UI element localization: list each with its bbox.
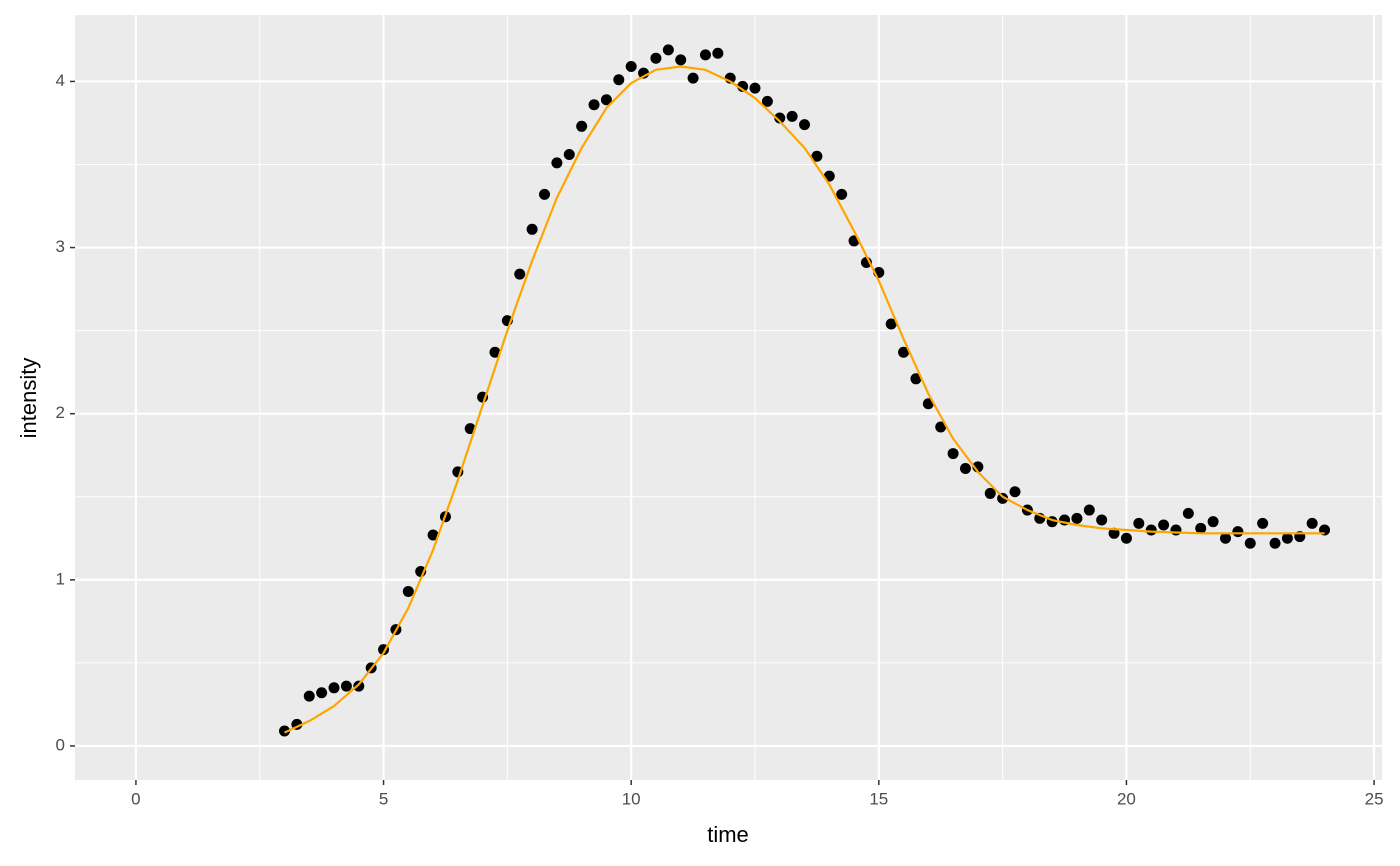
- point: [1120, 532, 1132, 544]
- point: [712, 47, 724, 59]
- point: [514, 268, 526, 280]
- point: [1096, 514, 1108, 526]
- x-tick-label: 0: [131, 789, 140, 808]
- point: [984, 487, 996, 499]
- point: [588, 99, 600, 111]
- point: [316, 687, 328, 699]
- panel: [75, 15, 1382, 780]
- point: [1133, 517, 1145, 529]
- point: [402, 585, 414, 597]
- y-tick-label: 2: [56, 403, 65, 422]
- x-tick-label: 20: [1117, 789, 1136, 808]
- y-tick-label: 0: [56, 735, 65, 754]
- point: [959, 463, 971, 475]
- point: [650, 52, 662, 64]
- point: [576, 120, 588, 132]
- point: [898, 346, 910, 358]
- point: [1244, 537, 1256, 549]
- point: [749, 82, 761, 94]
- y-tick-label: 4: [56, 71, 65, 90]
- y-tick-label: 1: [56, 569, 65, 588]
- point: [1158, 519, 1170, 531]
- point: [687, 72, 699, 84]
- point: [699, 49, 711, 61]
- point: [1232, 526, 1244, 538]
- point: [774, 112, 786, 124]
- point: [1306, 517, 1318, 529]
- point: [551, 157, 563, 169]
- fit-line: [284, 65, 1325, 734]
- point: [1195, 522, 1207, 534]
- point: [947, 448, 959, 460]
- point: [303, 690, 315, 702]
- point: [1083, 504, 1095, 516]
- point: [836, 188, 848, 200]
- y-tick-label: 3: [56, 237, 65, 256]
- point: [786, 110, 798, 122]
- point: [328, 682, 340, 694]
- point: [340, 680, 352, 692]
- point: [675, 54, 687, 66]
- point: [1182, 507, 1194, 519]
- point: [910, 373, 922, 385]
- point: [997, 492, 1009, 504]
- point: [526, 223, 538, 235]
- point: [489, 346, 501, 358]
- x-tick-label: 15: [869, 789, 888, 808]
- x-tick-label: 10: [622, 789, 641, 808]
- point: [353, 680, 365, 692]
- point: [625, 60, 637, 72]
- point: [799, 119, 811, 131]
- point: [761, 95, 773, 107]
- point: [1219, 532, 1231, 544]
- point: [563, 149, 575, 161]
- y-axis-title: intensity: [16, 358, 41, 439]
- point: [1145, 524, 1157, 536]
- point: [1281, 532, 1293, 544]
- point: [662, 44, 674, 56]
- point: [278, 725, 290, 737]
- point: [1108, 527, 1120, 539]
- x-tick-label: 25: [1365, 789, 1384, 808]
- point: [539, 188, 551, 200]
- point: [1071, 512, 1083, 524]
- point: [811, 150, 823, 162]
- point: [935, 421, 947, 433]
- point: [1207, 516, 1219, 528]
- point: [885, 318, 897, 330]
- x-tick-label: 5: [379, 789, 388, 808]
- point: [1269, 537, 1281, 549]
- x-axis-title: time: [707, 822, 749, 847]
- point: [1170, 524, 1182, 536]
- point: [600, 94, 612, 106]
- point: [613, 74, 625, 86]
- point: [1009, 486, 1021, 498]
- point: [1257, 517, 1269, 529]
- point: [427, 529, 439, 541]
